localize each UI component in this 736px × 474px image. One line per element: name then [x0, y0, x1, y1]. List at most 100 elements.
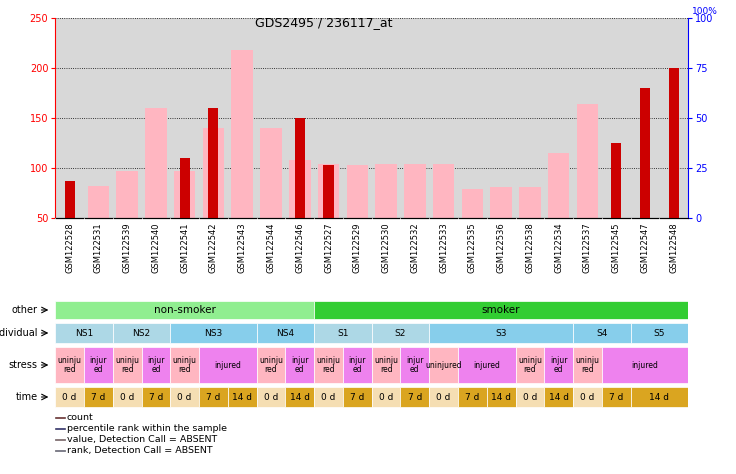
Bar: [602, 347, 688, 383]
Text: GSM122546: GSM122546: [295, 222, 304, 273]
Bar: [55, 417, 65, 418]
Bar: [347, 165, 368, 218]
Bar: [573, 323, 631, 343]
Text: GSM122548: GSM122548: [669, 222, 679, 273]
Text: uninju
red: uninju red: [374, 356, 398, 374]
Bar: [545, 347, 573, 383]
Bar: [314, 387, 343, 407]
Bar: [55, 428, 65, 429]
Text: 7 d: 7 d: [609, 392, 623, 401]
Text: GSM122536: GSM122536: [497, 222, 506, 273]
Text: GSM122540: GSM122540: [152, 222, 160, 273]
Bar: [141, 347, 170, 383]
Text: GSM122544: GSM122544: [266, 222, 275, 273]
Bar: [55, 301, 314, 319]
Text: GSM122539: GSM122539: [123, 222, 132, 273]
Bar: [174, 171, 196, 218]
Bar: [429, 347, 458, 383]
Bar: [640, 88, 650, 218]
Text: injur
ed: injur ed: [550, 356, 567, 374]
Text: 7 d: 7 d: [465, 392, 480, 401]
Text: S3: S3: [495, 328, 507, 337]
Bar: [261, 128, 282, 218]
Bar: [519, 187, 541, 218]
Bar: [170, 323, 257, 343]
Text: 0 d: 0 d: [580, 392, 595, 401]
Text: uninju
red: uninju red: [57, 356, 82, 374]
Text: uninju
red: uninju red: [576, 356, 599, 374]
Text: 0 d: 0 d: [263, 392, 278, 401]
Text: 14 d: 14 d: [649, 392, 669, 401]
Bar: [113, 387, 141, 407]
Bar: [372, 347, 400, 383]
Bar: [577, 104, 598, 218]
Text: injur
ed: injur ed: [147, 356, 165, 374]
Bar: [545, 387, 573, 407]
Text: 14 d: 14 d: [549, 392, 569, 401]
Bar: [375, 164, 397, 218]
Bar: [631, 387, 688, 407]
Text: GDS2495 / 236117_at: GDS2495 / 236117_at: [255, 16, 392, 28]
Text: rank, Detection Call = ABSENT: rank, Detection Call = ABSENT: [67, 446, 213, 455]
Text: S1: S1: [337, 328, 349, 337]
Text: GSM122531: GSM122531: [94, 222, 103, 273]
Text: uninju
red: uninju red: [518, 356, 542, 374]
Bar: [257, 347, 286, 383]
Bar: [170, 347, 199, 383]
Text: GSM122533: GSM122533: [439, 222, 448, 273]
Bar: [116, 171, 138, 218]
Bar: [314, 323, 372, 343]
Bar: [343, 347, 372, 383]
Text: 14 d: 14 d: [290, 392, 310, 401]
Text: individual: individual: [0, 328, 38, 338]
Text: injured: injured: [214, 361, 241, 370]
Text: uninju
red: uninju red: [173, 356, 197, 374]
Bar: [141, 387, 170, 407]
Bar: [372, 323, 429, 343]
Text: 0 d: 0 d: [523, 392, 537, 401]
Text: GSM122535: GSM122535: [468, 222, 477, 273]
Text: time: time: [15, 392, 38, 402]
Text: 7 d: 7 d: [408, 392, 422, 401]
Text: injur
ed: injur ed: [90, 356, 107, 374]
Bar: [65, 181, 74, 218]
Text: 0 d: 0 d: [322, 392, 336, 401]
Text: 0 d: 0 d: [63, 392, 77, 401]
Bar: [314, 347, 343, 383]
Bar: [433, 164, 454, 218]
Bar: [400, 347, 429, 383]
Bar: [372, 387, 400, 407]
Bar: [55, 347, 84, 383]
Bar: [458, 347, 515, 383]
Text: 0 d: 0 d: [379, 392, 393, 401]
Bar: [548, 153, 570, 218]
Bar: [458, 387, 486, 407]
Text: 7 d: 7 d: [91, 392, 105, 401]
Bar: [461, 189, 483, 218]
Bar: [180, 158, 190, 218]
Bar: [429, 323, 573, 343]
Text: 0 d: 0 d: [177, 392, 192, 401]
Text: GSM122529: GSM122529: [353, 222, 362, 273]
Text: S2: S2: [394, 328, 406, 337]
Text: uninju
red: uninju red: [316, 356, 341, 374]
Bar: [88, 186, 109, 218]
Bar: [490, 187, 512, 218]
Text: percentile rank within the sample: percentile rank within the sample: [67, 424, 227, 433]
Text: 100%: 100%: [692, 7, 718, 16]
Text: injur
ed: injur ed: [349, 356, 366, 374]
Bar: [199, 387, 228, 407]
Bar: [404, 164, 425, 218]
Text: count: count: [67, 413, 93, 422]
Bar: [228, 387, 257, 407]
Text: NS2: NS2: [132, 328, 151, 337]
Text: 7 d: 7 d: [149, 392, 163, 401]
Text: injur
ed: injur ed: [406, 356, 424, 374]
Bar: [486, 387, 515, 407]
Text: GSM122538: GSM122538: [526, 222, 534, 273]
Text: GSM122543: GSM122543: [238, 222, 247, 273]
Bar: [257, 387, 286, 407]
Bar: [324, 165, 333, 218]
Text: GSM122532: GSM122532: [411, 222, 420, 273]
Bar: [669, 68, 679, 218]
